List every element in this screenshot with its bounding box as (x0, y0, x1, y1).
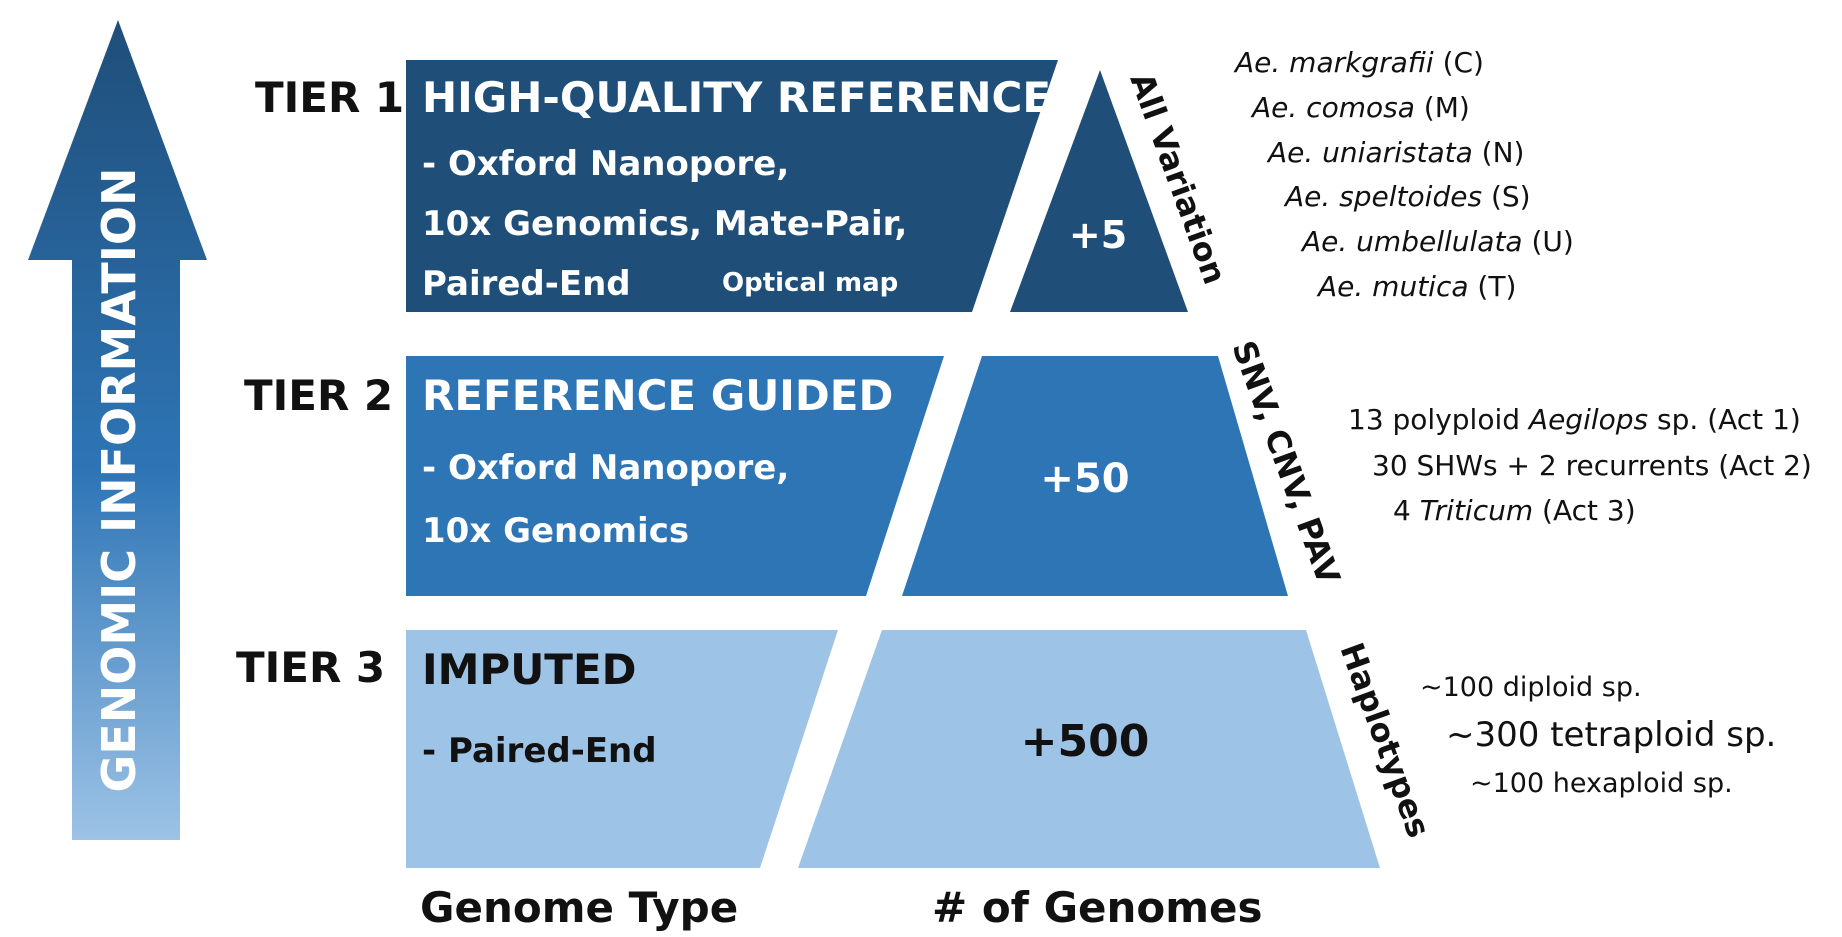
axis-label: GENOMIC INFORMATION (92, 168, 146, 793)
tier-1-method-1: - Oxford Nanopore, (422, 144, 789, 184)
tier-2-method-2: 10x Genomics (422, 511, 689, 551)
tier-2-method-1: - Oxford Nanopore, (422, 448, 789, 488)
tier-1-genome-count-shape: +5 (1010, 70, 1188, 312)
tier-3-label: TIER 3 (236, 643, 385, 692)
tier-2-genome-count: +50 (1040, 456, 1129, 502)
tier-2-title: REFERENCE GUIDED (422, 371, 893, 420)
tier-2-box-shape (406, 356, 944, 596)
tier-1-genome-type-box: HIGH-QUALITY REFERENCE - Oxford Nanopore… (406, 60, 1058, 312)
species-item: 13 polyploid Aegilops sp. (Act 1) (1348, 403, 1801, 436)
tier-1-box-shape (406, 60, 1058, 312)
species-item: Ae. speltoides (S) (1283, 180, 1531, 213)
species-item: 30 SHWs + 2 recurrents (Act 2) (1372, 449, 1812, 482)
species-item: Ae. comosa (M) (1250, 91, 1470, 124)
species-item: Ae. uniaristata (N) (1266, 136, 1524, 169)
number-of-genomes-header: # of Genomes (932, 883, 1263, 932)
species-item: Ae. mutica (T) (1316, 270, 1516, 303)
tier-3-genome-count: +500 (1021, 716, 1150, 767)
arrow-shape (28, 20, 207, 840)
tier-3-title: IMPUTED (422, 645, 637, 694)
species-item: ~100 diploid sp. (1420, 672, 1642, 703)
species-item: ~100 hexaploid sp. (1470, 768, 1733, 799)
tier-2-genome-type-box: REFERENCE GUIDED - Oxford Nanopore, 10x … (406, 356, 944, 596)
tier-2-species-list: 13 polyploid Aegilops sp. (Act 1) 30 SHW… (1348, 403, 1812, 527)
species-item: Ae. umbellulata (U) (1300, 225, 1574, 258)
tier-1-genome-count: +5 (1069, 213, 1127, 257)
tier-1-label: TIER 1 (255, 73, 404, 122)
tier-3-genome-count-shape: +500 (798, 630, 1380, 868)
tier-1-triangle (1010, 70, 1188, 312)
tier-3-box-shape (406, 630, 838, 868)
tier-1-method-2: 10x Genomics, Mate-Pair, (422, 204, 907, 244)
genome-type-header: Genome Type (420, 883, 738, 932)
species-item: Ae. markgrafii (C) (1233, 46, 1484, 79)
tier-3-trapezoid (798, 630, 1380, 868)
species-item: ~300 tetraploid sp. (1446, 715, 1776, 755)
tier-3-method-1: - Paired-End (422, 731, 657, 771)
tier-2-label: TIER 2 (244, 371, 393, 420)
tier-2-trapezoid (902, 356, 1288, 596)
tier-2-genome-count-shape: +50 (902, 356, 1288, 596)
tier-3-species-list: ~100 diploid sp. ~300 tetraploid sp. ~10… (1420, 672, 1776, 799)
species-item: 4 Triticum (Act 3) (1393, 494, 1636, 527)
genomic-information-arrow: GENOMIC INFORMATION (28, 20, 207, 840)
tier-3-genome-type-box: IMPUTED - Paired-End (406, 630, 838, 868)
tier-1-species-list: Ae. markgrafii (C) Ae. comosa (M) Ae. un… (1233, 46, 1574, 303)
tier-1-title: HIGH-QUALITY REFERENCE (422, 73, 1051, 122)
tier-1-optical-map: Optical map (722, 268, 898, 298)
tier-1-method-3: Paired-End (422, 264, 631, 304)
